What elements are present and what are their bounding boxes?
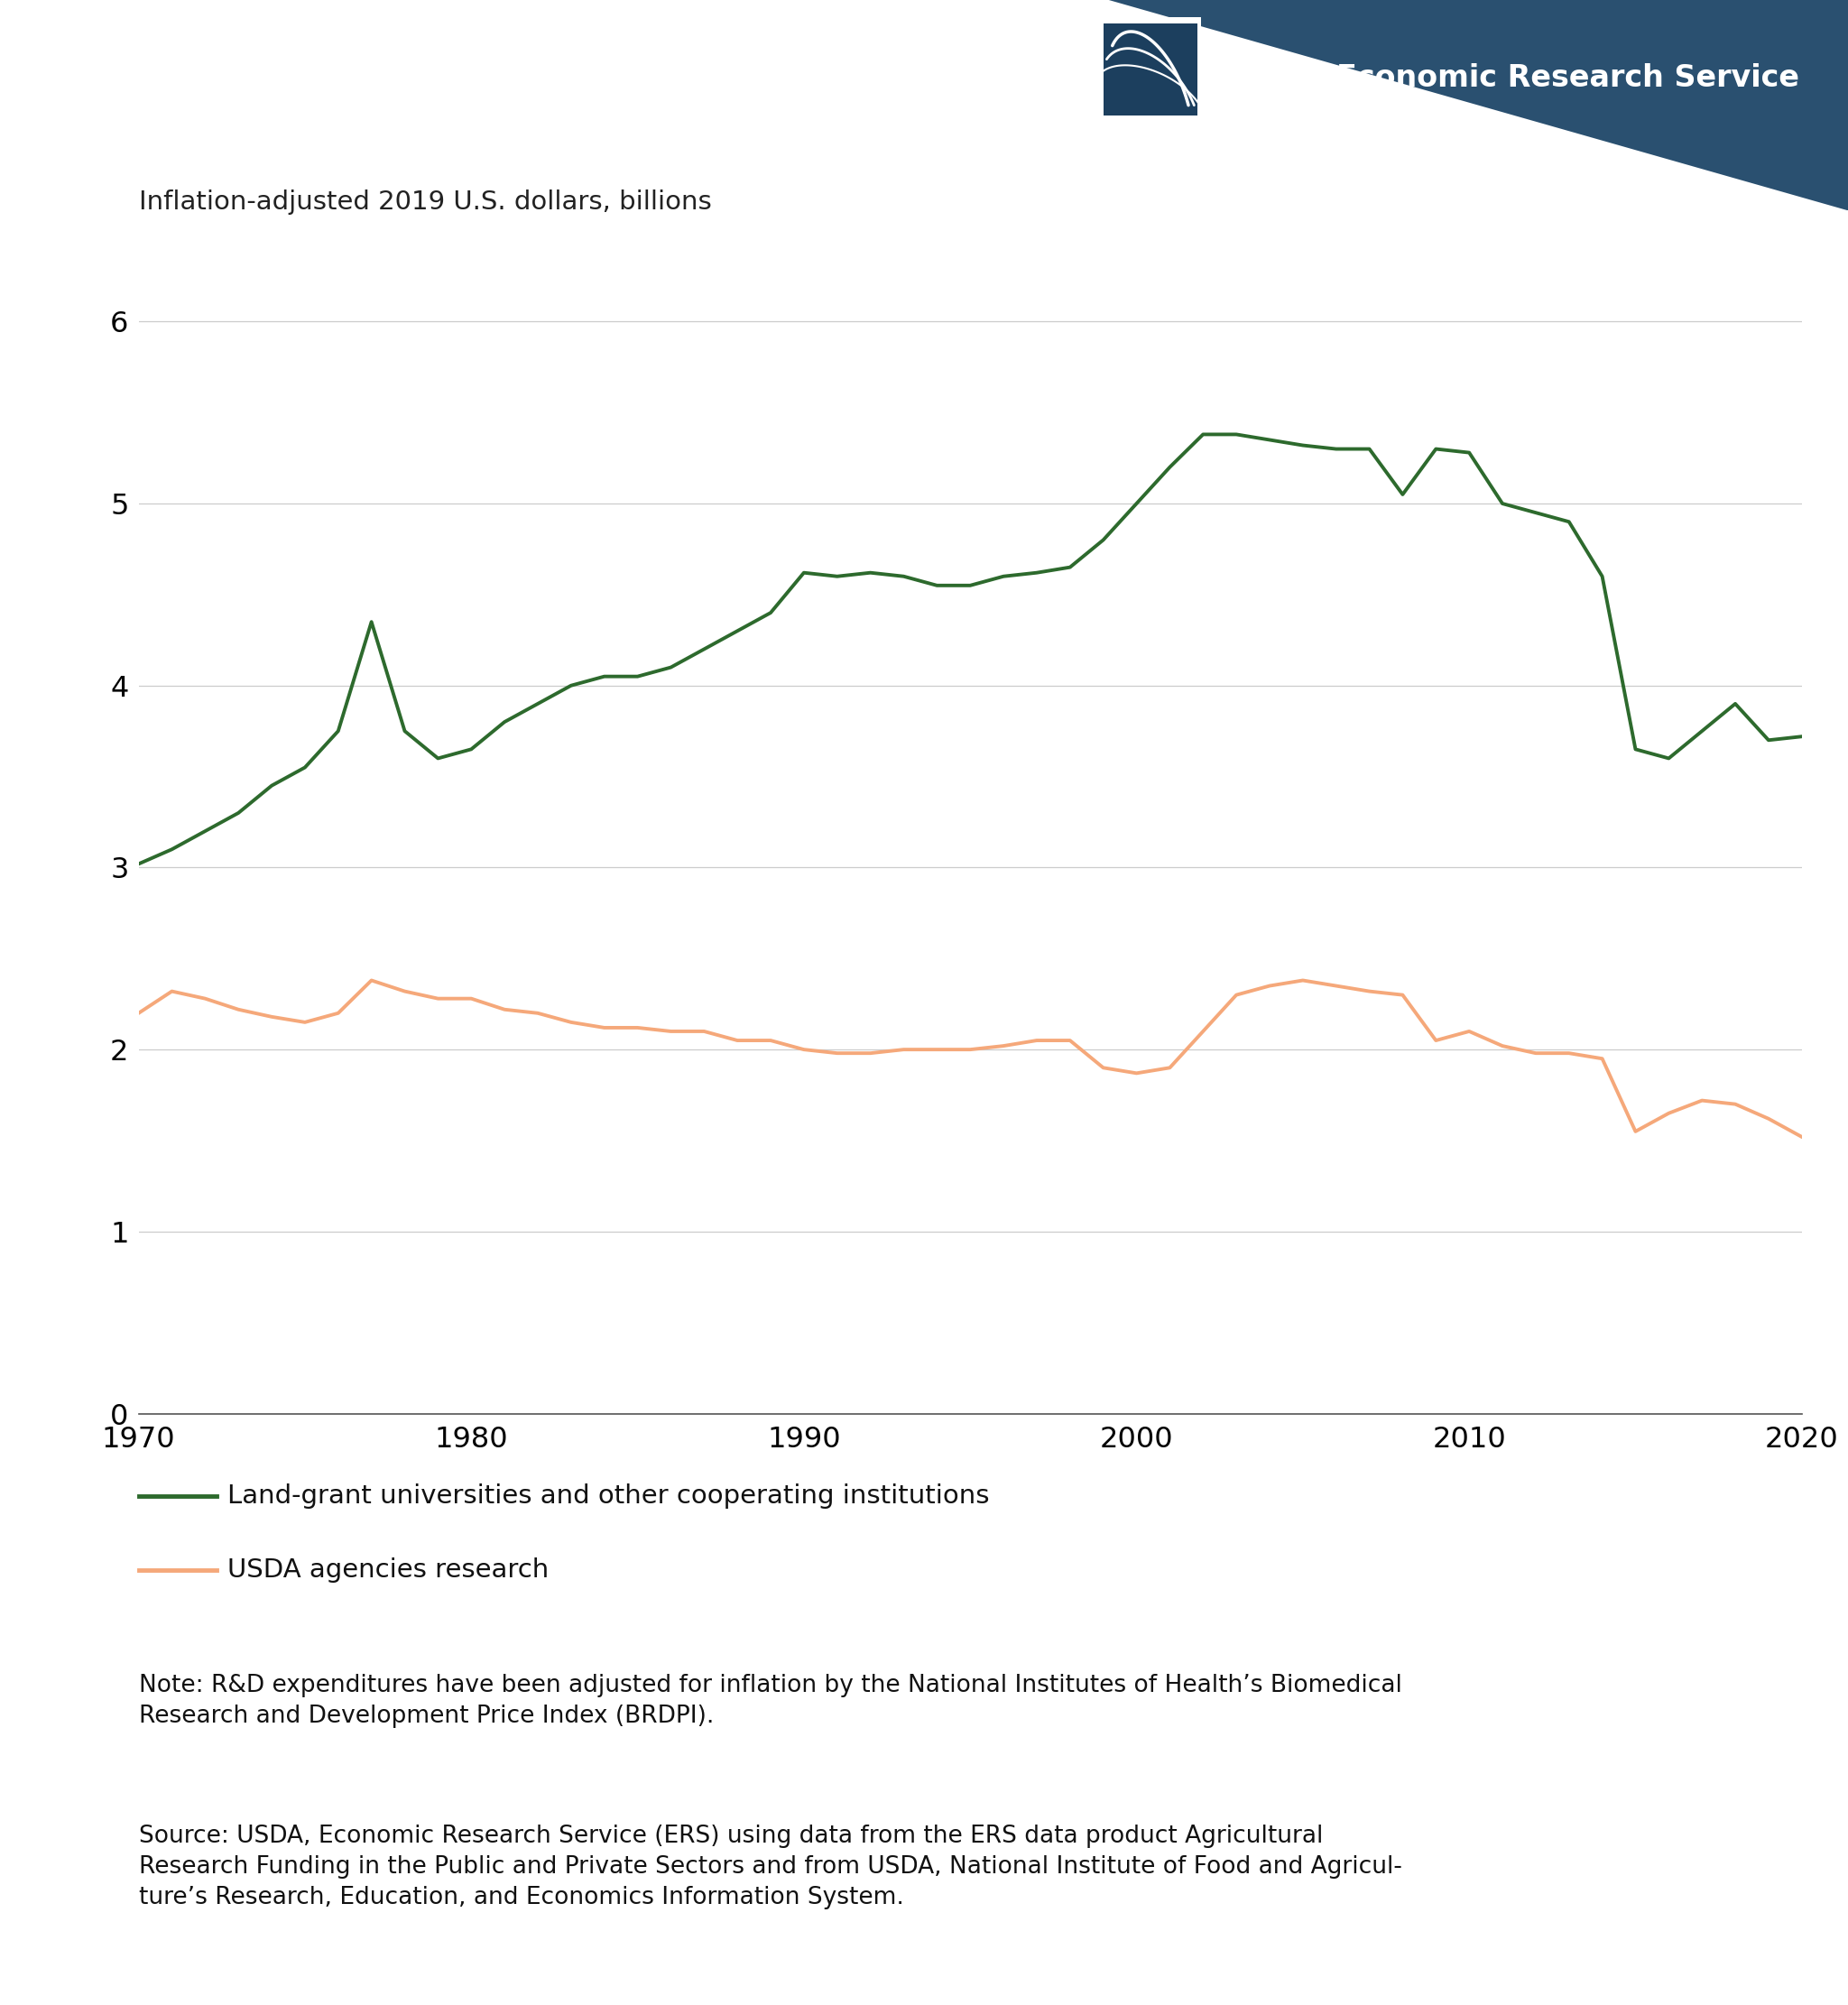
Text: U.S. DEPARTMENT OF AGRICULTURE: U.S. DEPARTMENT OF AGRICULTURE [1336,152,1628,168]
Text: Inflation-adjusted 2019 U.S. dollars, billions: Inflation-adjusted 2019 U.S. dollars, bi… [139,188,711,215]
FancyBboxPatch shape [1103,24,1198,116]
Text: Source: USDA, Economic Research Service (ERS) using data from the ERS data produ: Source: USDA, Economic Research Service … [139,1825,1403,1909]
Text: USDA: USDA [1216,62,1327,98]
Text: Land-grant universities and other cooperating institutions: Land-grant universities and other cooper… [227,1484,989,1508]
FancyBboxPatch shape [1100,16,1201,194]
Text: Note: R&D expenditures have been adjusted for inflation by the National Institut: Note: R&D expenditures have been adjuste… [139,1674,1403,1728]
Text: Performers of public agricultural research: Performers of public agricultural resear… [46,52,939,90]
Text: USDA agencies research: USDA agencies research [227,1558,549,1582]
Text: and development (R&D), 1970–2020: and development (R&D), 1970–2020 [46,148,811,184]
Text: Economic Research Service: Economic Research Service [1336,62,1798,92]
Polygon shape [1109,0,1848,211]
